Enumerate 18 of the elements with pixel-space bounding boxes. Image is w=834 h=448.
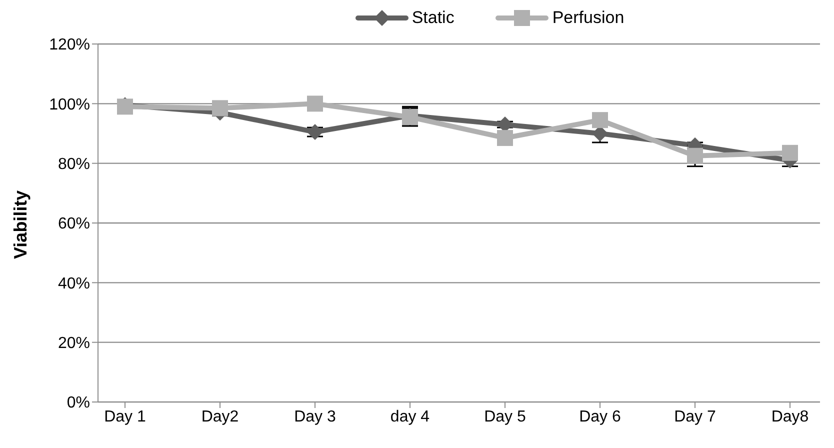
- x-tick-label: Day 5: [484, 408, 526, 426]
- y-axis-title: Viability: [10, 190, 30, 259]
- x-tick-label: Day 3: [294, 408, 336, 426]
- y-tick-label: 60%: [58, 216, 90, 233]
- legend-label: Static: [410, 8, 454, 28]
- x-tick-label: Day 6: [579, 408, 621, 426]
- y-tick-label: 120%: [49, 36, 90, 54]
- y-tick-label: 0%: [66, 394, 90, 412]
- x-tick-label: Day8: [771, 408, 809, 426]
- y-tick-label: 40%: [58, 275, 90, 292]
- y-tick-label: 20%: [58, 335, 90, 352]
- x-tick-label: Day 7: [674, 408, 716, 426]
- x-tick-label: day 4: [390, 408, 430, 426]
- x-tick-label: Day2: [201, 408, 239, 426]
- y-tick-label: 100%: [49, 96, 90, 114]
- x-tick-label: Day 1: [104, 408, 146, 426]
- legend-label: Perfusion: [551, 8, 624, 28]
- y-tick-label: 80%: [58, 156, 90, 174]
